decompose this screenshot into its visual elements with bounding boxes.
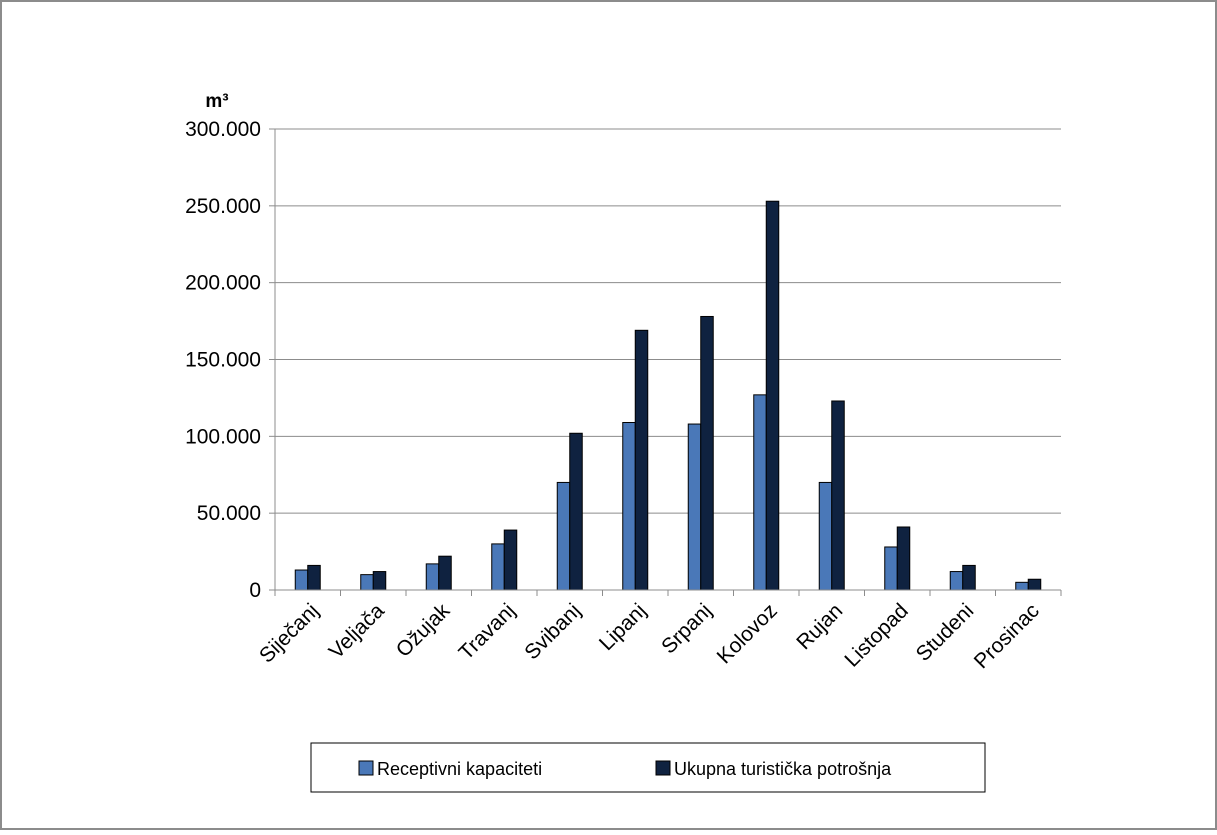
bar-receptivni-8 — [753, 394, 767, 591]
y-tick-label: 300.000 — [185, 118, 261, 141]
bar-ukupna-7 — [700, 315, 714, 591]
y-tick-label: 200.000 — [185, 272, 261, 295]
bar-receptivni-11 — [949, 571, 964, 591]
bar-ukupna-12 — [1027, 578, 1042, 591]
legend: Receptivni kapaciteti Ukupna turistička … — [310, 742, 986, 793]
bar-receptivni-9 — [818, 481, 833, 591]
legend-label-series-1: Receptivni kapaciteti — [377, 759, 542, 779]
bar-receptivni-10 — [884, 546, 898, 591]
bar-receptivni-6 — [622, 422, 636, 591]
y-tick-label: 0 — [249, 579, 261, 602]
legend-item-ukupna: Ukupna turistička potrošnja — [655, 759, 892, 779]
bar-receptivni-2 — [360, 574, 374, 591]
bar-ukupna-5 — [569, 432, 583, 591]
gridlines — [275, 128, 1061, 514]
bar-ukupna-3 — [438, 555, 452, 591]
bar-receptivni-7 — [687, 423, 702, 591]
legend-item-receptivni: Receptivni kapaciteti — [358, 759, 542, 779]
legend-label-series-2: Ukupna turistička potrošnja — [674, 759, 892, 779]
bar-receptivni-1 — [294, 569, 309, 591]
bar-ukupna-6 — [634, 329, 649, 591]
legend-swatch-series-2 — [655, 760, 671, 776]
y-tick-label: 50.000 — [197, 502, 261, 525]
legend-box — [310, 742, 986, 793]
bar-ukupna-11 — [962, 564, 976, 591]
bar-ukupna-1 — [307, 564, 321, 591]
y-tick-label: 250.000 — [185, 195, 261, 218]
bar-ukupna-8 — [765, 200, 780, 591]
bar-receptivni-3 — [425, 563, 440, 591]
bar-ukupna-4 — [503, 529, 518, 591]
y-axis-title: m³ — [205, 91, 228, 112]
axes — [269, 128, 1062, 596]
bar-ukupna-10 — [896, 526, 911, 591]
bar-ukupna-9 — [831, 400, 845, 591]
bar-receptivni-5 — [556, 481, 571, 591]
bar-receptivni-4 — [491, 543, 505, 591]
bar-receptivni-12 — [1015, 581, 1029, 591]
legend-swatch-series-1 — [358, 760, 374, 776]
bar-ukupna-2 — [372, 571, 387, 591]
y-tick-label: 100.000 — [185, 425, 261, 448]
y-tick-label: 150.000 — [185, 349, 261, 372]
